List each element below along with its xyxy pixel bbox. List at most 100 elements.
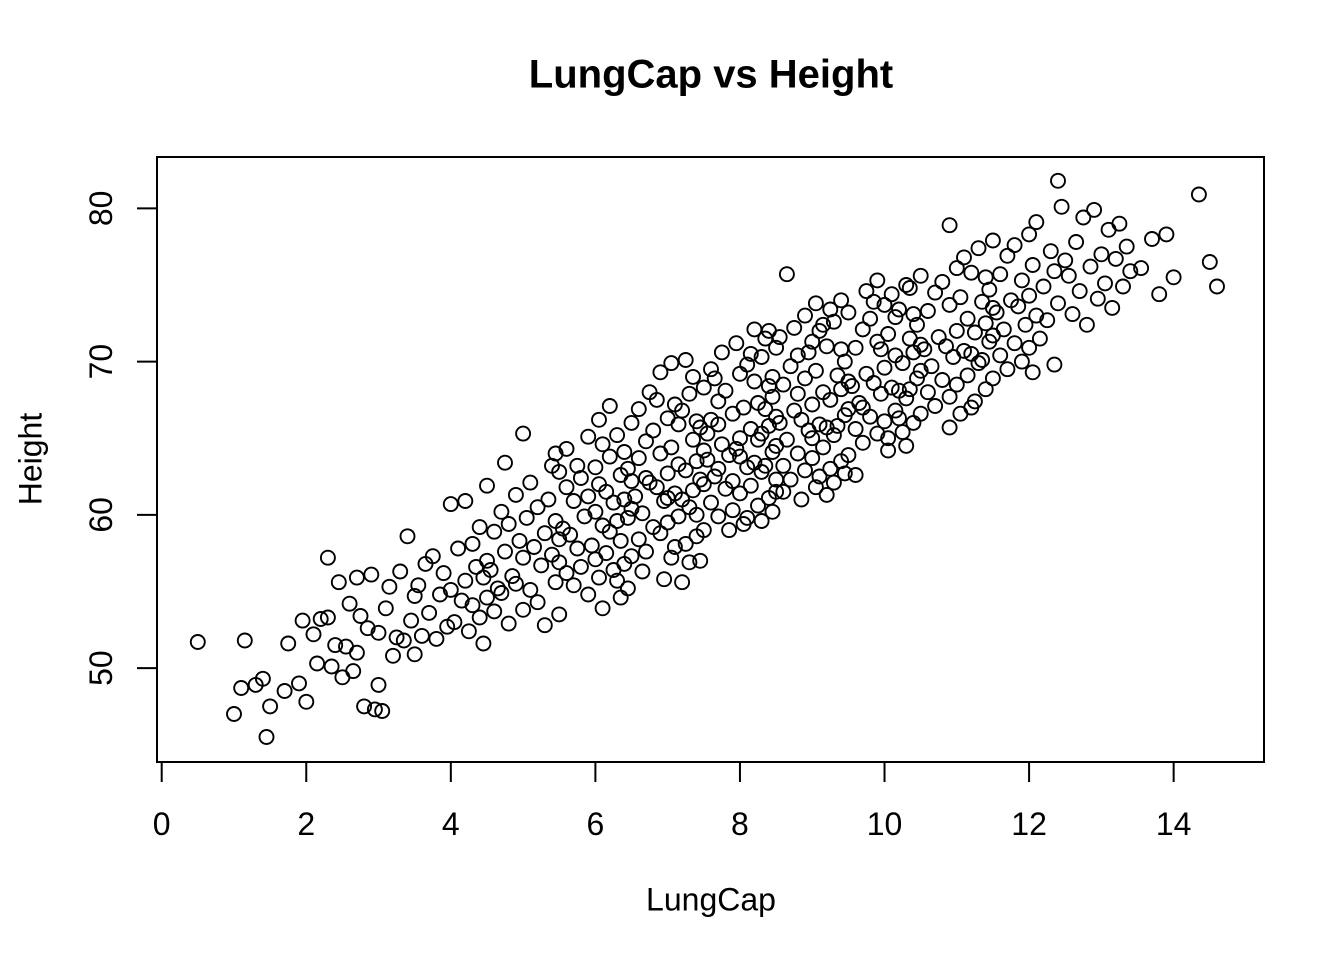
data-point [840,304,857,321]
data-point [601,448,618,465]
data-point [1190,186,1207,203]
data-point [872,385,889,402]
data-point [869,333,886,350]
data-point [695,522,712,539]
data-point [471,609,488,626]
data-point [1111,215,1128,232]
data-point [356,698,373,715]
x-tick-label: 6 [586,806,604,842]
data-point [319,609,336,626]
data-point [804,333,821,350]
data-point [858,283,875,300]
data-point [1053,198,1070,215]
data-point [1097,275,1113,292]
data-point [1046,356,1063,373]
data-point [1144,231,1160,247]
data-point [876,359,893,376]
data-point [1068,234,1085,250]
data-point [710,508,727,525]
data-point [898,277,915,293]
data-point [236,632,253,649]
data-point [536,525,553,542]
data-point [919,384,936,401]
data-point [594,436,611,453]
data-point [999,361,1016,378]
data-point [479,589,495,606]
data-point [1021,339,1038,356]
y-tick-label: 70 [83,344,119,380]
data-point [533,557,550,574]
data-point [442,581,459,598]
data-point [840,447,857,464]
data-point [934,372,951,388]
data-point [479,552,495,569]
data-point [464,535,481,552]
data-point [688,453,705,470]
data-point [746,373,763,390]
data-point [753,349,770,365]
data-point [807,295,824,312]
data-point [551,606,568,623]
data-point [891,410,907,427]
data-point [934,273,951,290]
data-point [865,375,882,391]
data-point [493,503,510,520]
data-point [742,345,759,362]
data-point [930,329,947,346]
data-point [732,448,748,465]
data-point [540,491,557,508]
data-point [941,388,958,405]
data-point [471,519,488,536]
data-point [569,540,586,557]
data-point [739,509,756,526]
data-point [894,355,911,372]
data-point [547,445,564,462]
plot-box-border [156,156,1265,763]
data-point [778,431,795,448]
data-point [713,436,730,453]
data-point [334,669,351,686]
data-point [807,479,824,496]
data-point [797,307,813,324]
y-tick-label: 80 [83,191,119,227]
data-point [818,486,835,503]
data-point [457,572,474,589]
data-point [500,615,517,632]
data-point [370,676,387,693]
data-point [1042,243,1059,260]
data-point [565,493,582,509]
data-point [1122,263,1139,280]
data-point [1050,295,1066,312]
data-point [703,361,719,378]
data-point [464,597,481,614]
data-point [659,490,676,506]
data-point [612,589,629,606]
data-point [562,526,579,543]
data-point [948,260,965,277]
data-point [811,468,828,485]
data-point [862,408,879,425]
data-point [475,635,492,652]
data-point [750,395,766,411]
data-point [659,410,676,427]
data-point [370,624,387,641]
data-point [576,508,593,525]
data-point [388,629,405,646]
x-axis-ticks: 0 2 4 6 8 10 12 14 [153,762,1191,842]
data-point [681,554,698,571]
data-point [757,457,774,474]
data-point [580,428,597,445]
data-point [724,473,741,490]
data-point [919,303,936,319]
data-point [977,381,994,398]
data-point [789,347,806,364]
data-point [663,355,680,372]
x-tick-label: 12 [1011,806,1047,842]
data-point [634,563,651,580]
data-point [609,427,626,444]
data-point [923,358,940,375]
data-point [327,637,344,654]
data-point [974,352,991,368]
data-point [992,266,1009,283]
